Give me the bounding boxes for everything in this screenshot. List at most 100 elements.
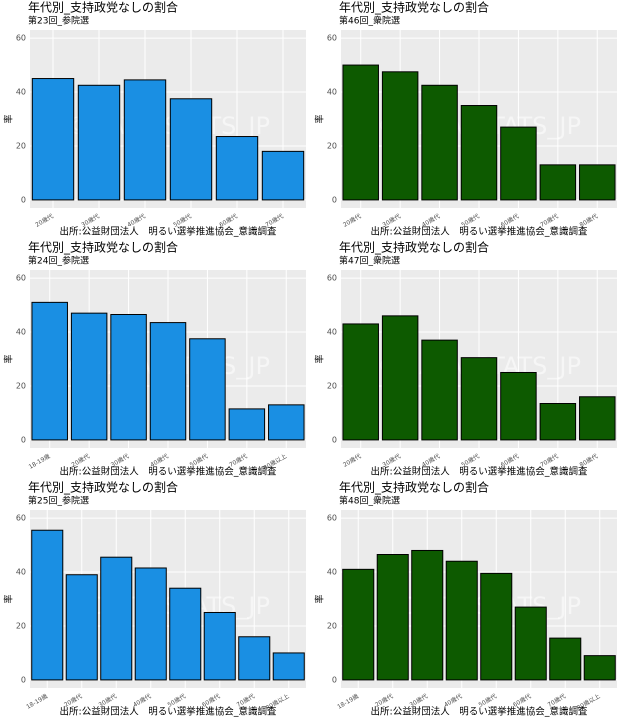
chart-title: 年代別_支持政党なしの割合 xyxy=(28,0,178,15)
bar xyxy=(149,322,187,441)
y-tick-label: 40 xyxy=(16,88,26,97)
y-tick-label: 0 xyxy=(332,675,337,684)
chart-title: 年代別_支持政党なしの割合 xyxy=(339,480,489,495)
bar xyxy=(445,560,478,681)
bar xyxy=(272,652,305,681)
x-tick-label: 18-19歳 xyxy=(25,692,49,711)
bar xyxy=(539,403,577,441)
caption: 出所:公益財団法人 明るい選挙推進協会_意識調査 xyxy=(371,706,588,718)
bar xyxy=(65,574,98,681)
watermark: ©DATA_STATS_JP xyxy=(377,592,581,620)
bar xyxy=(342,64,379,201)
y-tick-label: 20 xyxy=(16,381,26,390)
chart-title: 年代別_支持政党なしの割合 xyxy=(339,240,489,255)
y-axis-label: 率 xyxy=(314,594,326,603)
bar xyxy=(189,338,226,441)
y-tick-label: 0 xyxy=(21,675,26,684)
x-tick-label: 20歳代 xyxy=(34,212,55,229)
chart-panel: 年代別_支持政党なしの割合第46回_衆院選0204060©DATA_STATS_… xyxy=(314,0,617,238)
bar xyxy=(228,408,266,441)
y-axis-label: 率 xyxy=(3,354,15,363)
bar xyxy=(579,396,616,441)
y-tick-label: 0 xyxy=(21,435,26,444)
bar xyxy=(460,357,498,441)
bar xyxy=(70,312,108,441)
plot-background xyxy=(30,30,306,208)
x-tick-label: 18-19歳 xyxy=(27,452,51,471)
bar xyxy=(500,126,537,201)
y-tick-label: 20 xyxy=(16,621,26,630)
x-tick-label: 20歳代 xyxy=(341,452,362,469)
bar xyxy=(421,84,458,201)
y-tick-label: 0 xyxy=(21,195,26,204)
y-axis-label: 率 xyxy=(3,594,15,603)
bar xyxy=(579,164,616,201)
y-tick-label: 60 xyxy=(16,34,26,43)
bar xyxy=(261,150,305,201)
bar xyxy=(110,314,147,441)
y-tick-label: 60 xyxy=(16,514,26,523)
bar xyxy=(203,611,236,681)
bar xyxy=(31,78,75,201)
bar xyxy=(31,301,68,441)
bar xyxy=(460,105,498,201)
y-axis-label: 率 xyxy=(314,114,326,123)
bar xyxy=(514,606,547,681)
y-tick-label: 20 xyxy=(327,381,337,390)
chart-title: 年代別_支持政党なしの割合 xyxy=(339,0,489,15)
y-tick-label: 40 xyxy=(327,88,337,97)
bar xyxy=(421,339,458,441)
bar xyxy=(77,84,121,201)
bar xyxy=(480,572,513,681)
y-axis-label: 率 xyxy=(3,114,15,123)
bar xyxy=(268,404,305,441)
x-tick-label: 18-19歳 xyxy=(336,692,360,711)
bar xyxy=(381,315,419,441)
bar xyxy=(134,567,167,681)
bar xyxy=(31,529,64,681)
y-tick-label: 40 xyxy=(16,568,26,577)
y-tick-label: 20 xyxy=(327,141,337,150)
bar xyxy=(411,549,444,681)
y-tick-label: 60 xyxy=(327,514,337,523)
bar xyxy=(539,164,577,201)
bar xyxy=(342,568,375,681)
chart-subtitle: 第48回_衆院選 xyxy=(339,495,400,507)
y-tick-label: 40 xyxy=(327,328,337,337)
chart-title: 年代別_支持政党なしの割合 xyxy=(28,240,178,255)
chart-subtitle: 第25回_参院選 xyxy=(28,495,89,507)
caption: 出所:公益財団法人 明るい選挙推進協会_意識調査 xyxy=(371,226,588,238)
y-tick-label: 60 xyxy=(327,34,337,43)
chart-subtitle: 第46回_衆院選 xyxy=(339,15,400,27)
caption: 出所:公益財団法人 明るい選挙推進協会_意識調査 xyxy=(60,226,277,238)
caption: 出所:公益財団法人 明るい選挙推進協会_意識調査 xyxy=(60,706,277,718)
y-tick-label: 60 xyxy=(16,274,26,283)
bar xyxy=(342,323,379,441)
chart-subtitle: 第24回_参院選 xyxy=(28,255,89,267)
y-tick-label: 60 xyxy=(327,274,337,283)
bar xyxy=(583,655,616,681)
bar xyxy=(500,371,537,441)
y-tick-label: 20 xyxy=(16,141,26,150)
caption: 出所:公益財団法人 明るい選挙推進協会_意識調査 xyxy=(60,466,277,478)
bar xyxy=(169,98,213,201)
chart-panel: 年代別_支持政党なしの割合第24回_参院選0204060©DATA_STATS_… xyxy=(3,240,306,478)
chart-panel: 年代別_支持政党なしの割合第47回_衆院選0204060©DATA_STATS_… xyxy=(314,240,617,478)
x-tick-label: 20歳代 xyxy=(341,212,362,229)
bar xyxy=(100,556,133,681)
bar xyxy=(169,587,202,681)
bar xyxy=(381,71,419,201)
y-tick-label: 0 xyxy=(332,435,337,444)
chart-subtitle: 第47回_衆院選 xyxy=(339,255,400,267)
y-tick-label: 20 xyxy=(327,621,337,630)
y-tick-label: 40 xyxy=(327,568,337,577)
bar xyxy=(123,79,167,201)
bar xyxy=(215,136,259,201)
bar xyxy=(549,637,582,681)
caption: 出所:公益財団法人 明るい選挙推進協会_意識調査 xyxy=(371,466,588,478)
y-tick-label: 40 xyxy=(16,328,26,337)
bar xyxy=(238,636,271,681)
